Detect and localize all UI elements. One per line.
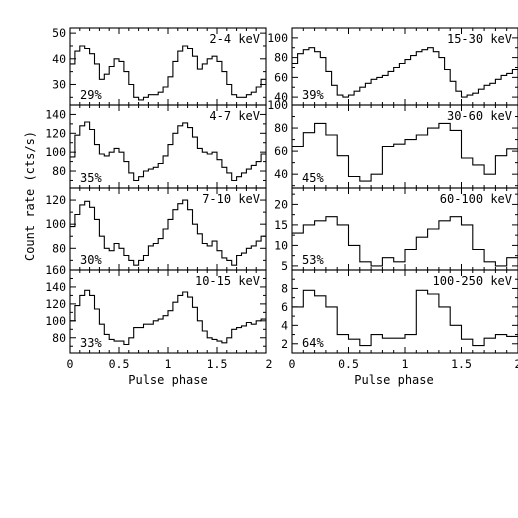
y-tick-label: 8 (281, 281, 288, 295)
pulsed-fraction-label: 64% (302, 336, 324, 350)
pulse-profile-curve (292, 122, 518, 182)
y-tick-label: 20 (274, 197, 288, 211)
energy-band-label: 30-60 keV (447, 109, 512, 123)
y-tick-label: 100 (45, 217, 66, 231)
y-tick-label: 50 (52, 26, 66, 40)
y-tick-label: 80 (52, 241, 66, 255)
x-tick-label: 2 (515, 357, 518, 371)
energy-band-label: 15-30 keV (447, 32, 512, 46)
energy-band-label: 4-7 keV (209, 109, 260, 123)
y-tick-label: 80 (274, 121, 288, 135)
y-tick-label: 140 (45, 280, 66, 294)
x-tick-label: 2 (266, 357, 273, 371)
y-tick-label: 40 (52, 52, 66, 66)
panel-left-1: 80 100 120 140 4-7 keV 35% (45, 104, 267, 189)
panel-right-0: 40 60 80 100 15-30 keV 39% (267, 27, 518, 106)
x-tick-label: 1 (402, 357, 409, 371)
panel-right-2: 5 10 15 20 60-100 keV 53% (274, 187, 518, 273)
y-tick-label: 5 (281, 259, 288, 273)
y-tick-label: 80 (52, 164, 66, 178)
y-tick-label: 15 (274, 218, 288, 232)
y-tick-label: 2 (281, 337, 288, 351)
y-tick-label: 30 (52, 77, 66, 91)
pulse-profile-curve (70, 199, 266, 266)
y-axis-label: Count rate (cts/s) (23, 131, 37, 261)
x-tick-label: 0.5 (338, 357, 359, 371)
y-tick-label: 100 (45, 145, 66, 159)
y-tick-label: 40 (274, 90, 288, 104)
y-tick-label: 120 (45, 126, 66, 140)
x-tick-label: 0 (289, 357, 296, 371)
pulse-profile-curve (70, 121, 266, 182)
energy-band-label: 100-250 keV (433, 274, 512, 288)
energy-band-label: 2-4 keV (209, 32, 260, 46)
y-tick-label: 100 (267, 31, 288, 45)
panel-left-2: 80 100 120 7-10 keV 30% (45, 187, 267, 271)
y-tick-label: 100 (45, 314, 66, 328)
y-tick-label: 4 (281, 318, 288, 332)
pulsed-fraction-label: 39% (302, 88, 324, 102)
panel-left-3: 80 100 120 140 160 0 0.5 1 1.5 2 10-15 keV 33% (45, 263, 272, 371)
y-tick-label: 10 (274, 238, 288, 252)
x-tick-label: 1.5 (451, 357, 472, 371)
energy-band-label: 7-10 keV (202, 192, 260, 206)
pulse-profile-curve (70, 45, 266, 101)
x-axis-label-right: Pulse phase (354, 373, 433, 387)
pulsed-fraction-label: 30% (80, 253, 102, 267)
y-tick-label: 160 (45, 263, 66, 277)
y-tick-label: 60 (274, 144, 288, 158)
pulsed-fraction-label: 45% (302, 171, 324, 185)
y-tick-label: 6 (281, 300, 288, 314)
y-tick-label: 100 (267, 98, 288, 112)
panel-right-3: 2 4 6 8 0 0.5 1 1.5 2 100-250 keV 64% (281, 269, 518, 371)
y-tick-label: 120 (45, 193, 66, 207)
pulse-profile-curve (70, 289, 266, 346)
pulsed-fraction-label: 35% (80, 171, 102, 185)
pulsed-fraction-label: 29% (80, 88, 102, 102)
pulse-profile-curve (292, 47, 518, 98)
pulse-profile-curve (292, 289, 518, 347)
x-tick-label: 1.5 (207, 357, 228, 371)
energy-band-label: 10-15 keV (195, 274, 260, 288)
y-tick-label: 40 (274, 167, 288, 181)
panel-right-1: 40 60 80 100 30-60 keV 45% (267, 98, 518, 189)
x-axis-label-left: Pulse phase (128, 373, 207, 387)
panel-left-0: 30 40 50 2-4 keV 29% (52, 26, 267, 106)
y-tick-label: 60 (274, 70, 288, 84)
x-tick-label: 0.5 (109, 357, 130, 371)
pulse-profile-curve (292, 216, 518, 267)
pulsed-fraction-label: 53% (302, 253, 324, 267)
y-tick-label: 80 (52, 331, 66, 345)
pulsed-fraction-label: 33% (80, 336, 102, 350)
x-tick-label: 1 (165, 357, 172, 371)
y-tick-label: 140 (45, 107, 66, 121)
x-tick-label: 0 (67, 357, 74, 371)
energy-band-label: 60-100 keV (440, 192, 512, 206)
y-tick-label: 120 (45, 297, 66, 311)
y-tick-label: 80 (274, 51, 288, 65)
